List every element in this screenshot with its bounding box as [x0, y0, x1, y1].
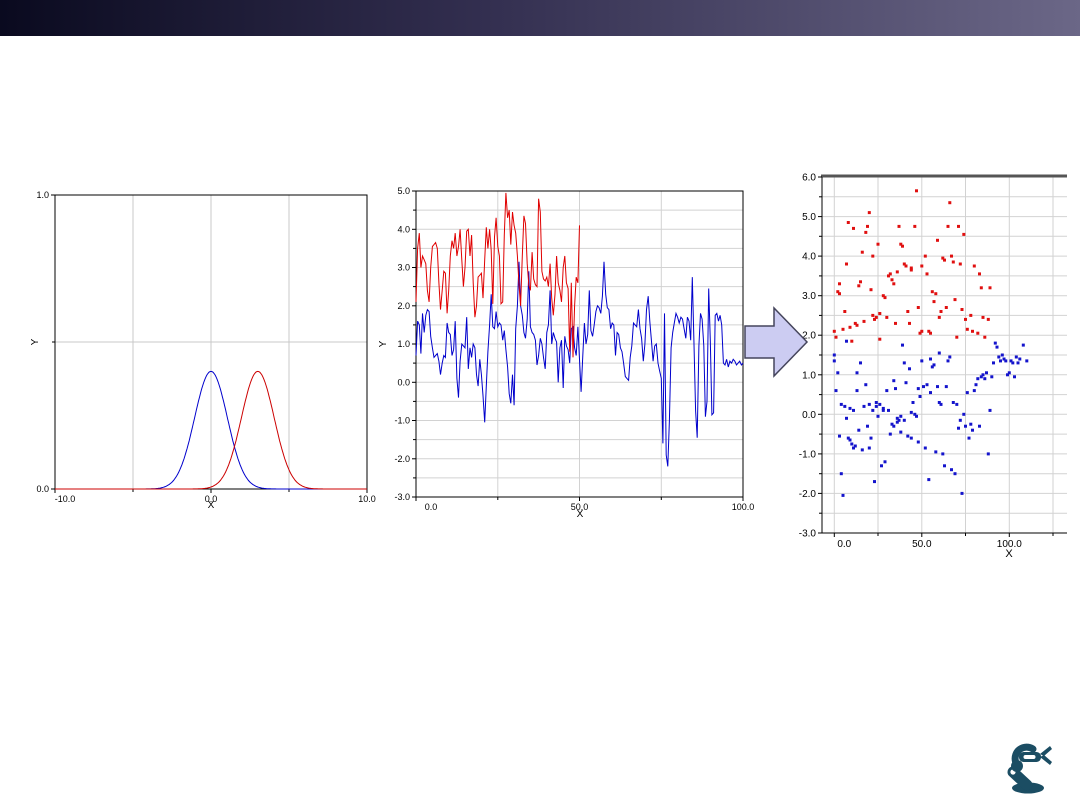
axis-label: 0.0 — [397, 377, 410, 387]
class-1-signal-line — [415, 261, 744, 467]
gridlines — [822, 177, 1067, 533]
gaussian-curves-chart: -10.0 0.0 10.0 0.0 1.0 X Y — [30, 190, 376, 511]
x-axis-title: X — [1005, 548, 1013, 560]
axis-label: 2.0 — [397, 301, 410, 311]
x-axis-title: X — [208, 500, 215, 511]
axis-ticks — [412, 190, 744, 501]
axis-label: 5.0 — [802, 212, 816, 223]
axis-label: 100.0 — [732, 502, 755, 512]
axis-label: -1.0 — [394, 416, 410, 426]
noisy-series-chart: 0.0 50.0 100.0 -3.0 -2.0 -1.0 0.0 1.0 2.0 3.0 4.0 5… — [378, 186, 755, 520]
axis-label: -2.0 — [394, 454, 410, 464]
y-axis-title: Y — [30, 338, 41, 345]
axis-label: 0.0 — [205, 494, 218, 504]
robot-arm-glyph — [1007, 743, 1052, 794]
axis-label: 50.0 — [912, 539, 932, 550]
axis-label: 100.0 — [997, 539, 1022, 550]
top-banner — [0, 0, 1080, 36]
axis-label: 5.0 — [397, 186, 410, 196]
axis-label: 6.0 — [802, 173, 816, 184]
class-2-gaussian-line — [55, 370, 367, 490]
arrow-shape — [744, 306, 809, 378]
axis-label: 0.0 — [837, 539, 851, 550]
axis-label: 1.0 — [36, 190, 49, 200]
axis-label: 1.0 — [802, 370, 816, 381]
robot-arm-logo-icon — [1007, 743, 1052, 794]
axis-label: 3.0 — [802, 291, 816, 302]
class-2-signal-line — [415, 192, 580, 358]
axis-label: 0.0 — [425, 502, 438, 512]
gridlines — [55, 195, 367, 489]
axis-label: 1.0 — [397, 339, 410, 349]
axis-label: 3.0 — [397, 263, 410, 273]
axis-label: 0.0 — [36, 484, 49, 494]
right-arrow-icon — [744, 306, 809, 378]
class-2-points — [832, 189, 992, 343]
axis-label: -3.0 — [394, 492, 410, 502]
axis-label: 10.0 — [358, 494, 376, 504]
axis-label: 4.0 — [397, 224, 410, 234]
gridlines — [416, 191, 743, 497]
axis-label: 4.0 — [802, 252, 816, 263]
axis-label: 0.0 — [802, 410, 816, 421]
axis-label: -3.0 — [799, 529, 817, 540]
axis-label: -10.0 — [55, 494, 76, 504]
axis-label: 50.0 — [571, 502, 589, 512]
axis-ticks — [818, 176, 1054, 537]
y-axis-title: Y — [378, 340, 389, 347]
classified-scatter-chart: 0.0 50.0 100.0 -3.0 -2.0 -1.0 0.0 1.0 2.0 3.0 4.0 5… — [799, 173, 1067, 560]
axis-label: 2.0 — [802, 331, 816, 342]
axis-label: -1.0 — [799, 449, 817, 460]
axis-label: -2.0 — [799, 489, 817, 500]
x-axis-title: X — [577, 509, 584, 520]
axis-ticks — [51, 194, 368, 493]
class-1-points — [832, 339, 1029, 497]
